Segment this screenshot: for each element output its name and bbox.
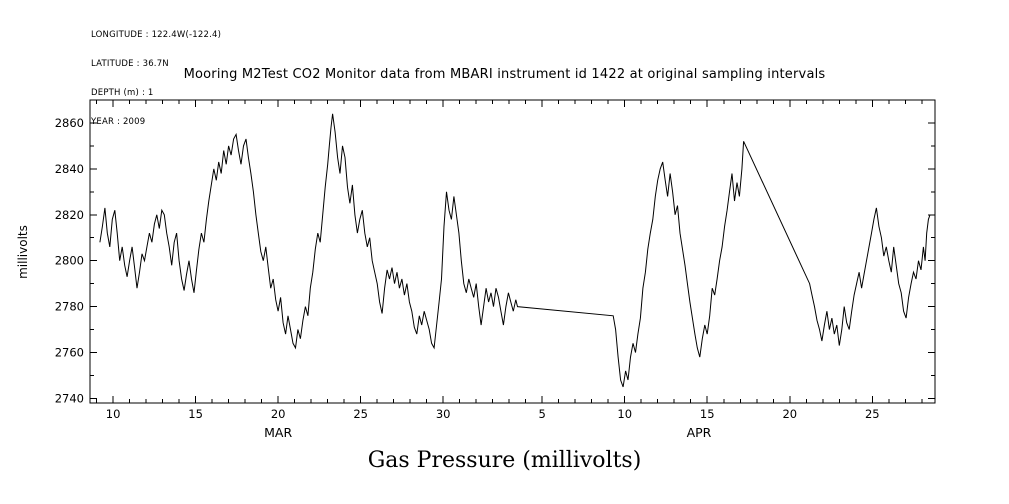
x-tick-label: 20	[271, 407, 286, 421]
x-tick-label: 25	[865, 407, 880, 421]
x-tick-label: 15	[188, 407, 203, 421]
x-tick-label: 5	[539, 407, 546, 421]
chart-title: Mooring M2Test CO2 Monitor data from MBA…	[183, 67, 826, 82]
y-tick-label: 2840	[55, 162, 84, 176]
y-tick-label: 2860	[55, 116, 84, 130]
data-line	[99, 113, 931, 388]
station-info-latitude: LATITUDE : 36.7N	[91, 58, 169, 69]
x-tick-label: 20	[782, 407, 797, 421]
station-info: LONGITUDE : 122.4W(-122.4) LATITUDE : 36…	[91, 12, 221, 146]
y-tick-label: 2820	[55, 208, 84, 222]
y-tick-label: 2740	[55, 391, 84, 405]
month-label: MAR	[264, 425, 292, 440]
x-tick-label: 10	[106, 407, 121, 421]
month-label: APR	[687, 425, 712, 440]
y-tick-label: 2800	[55, 254, 84, 268]
x-tick-label: 30	[436, 407, 451, 421]
x-axis-caption: Gas Pressure (millivolts)	[367, 448, 642, 473]
station-info-longitude: LONGITUDE : 122.4W(-122.4)	[91, 30, 222, 41]
x-tick-label: 25	[353, 407, 368, 421]
station-info-depth: DEPTH (m) : 1	[91, 87, 154, 98]
y-tick-label: 2760	[55, 346, 84, 360]
plot-frame	[89, 99, 936, 404]
station-info-year: YEAR : 2009	[91, 116, 146, 127]
x-tick-label: 15	[700, 407, 715, 421]
y-tick-label: 2780	[55, 300, 84, 314]
x-tick-label: 10	[617, 407, 632, 421]
